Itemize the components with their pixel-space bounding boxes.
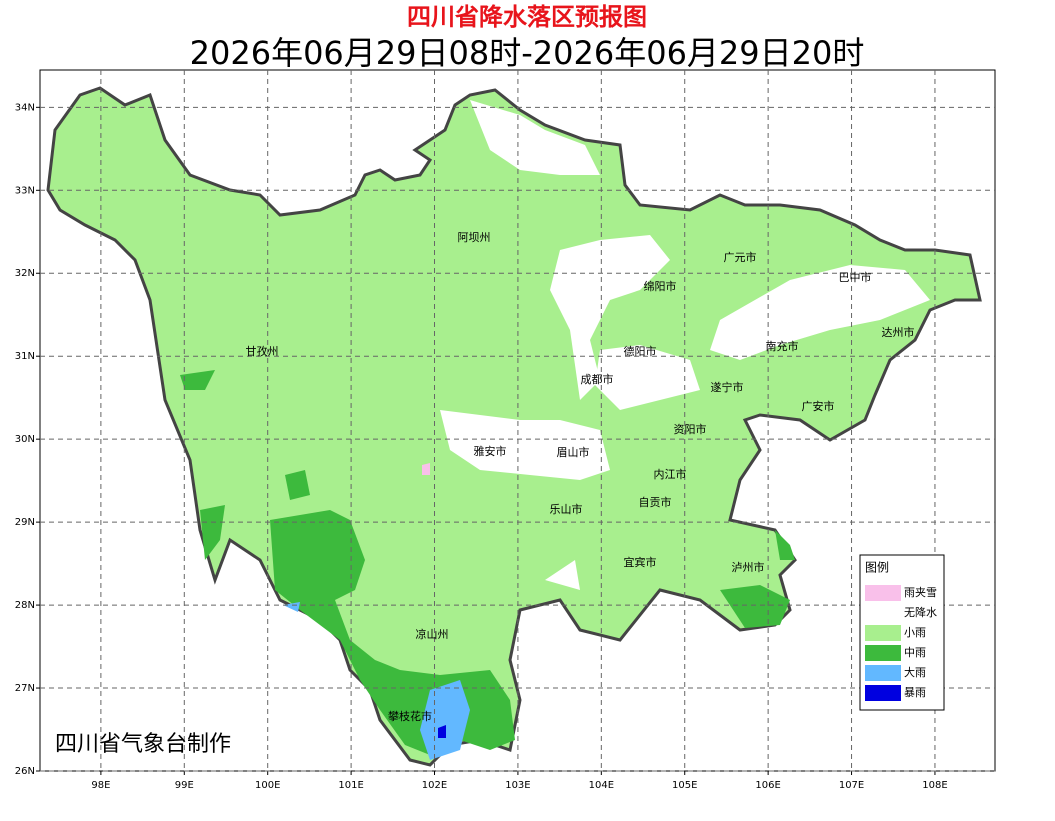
x-tick-label: 105E xyxy=(672,780,697,791)
precip-areas xyxy=(46,86,982,767)
no-rain-areas xyxy=(440,100,930,590)
place-label: 内江市 xyxy=(654,467,687,481)
place-label: 凉山州 xyxy=(416,627,449,641)
place-label: 资阳市 xyxy=(674,422,707,436)
place-label: 达州市 xyxy=(882,325,915,339)
place-label: 阿坝州 xyxy=(458,230,491,244)
place-label: 眉山市 xyxy=(557,445,590,459)
y-tick-label: 27N xyxy=(15,683,35,694)
x-tick-label: 100E xyxy=(255,780,280,791)
x-tick-label: 103E xyxy=(505,780,530,791)
legend-swatch xyxy=(865,625,901,641)
legend-label: 雨夹雪 xyxy=(904,586,937,599)
place-label: 宜宾市 xyxy=(624,555,657,569)
place-label: 德阳市 xyxy=(624,344,657,358)
y-tick-label: 26N xyxy=(15,766,35,777)
y-tick-label: 32N xyxy=(15,268,35,279)
legend-swatch xyxy=(865,605,901,621)
place-label: 泸州市 xyxy=(732,560,765,574)
title: 四川省降水落区预报图 xyxy=(407,3,647,31)
place-label: 自贡市 xyxy=(639,495,672,509)
heavy-rain-area xyxy=(420,680,470,760)
place-label: 巴中市 xyxy=(839,270,872,284)
x-tick-label: 101E xyxy=(338,780,363,791)
place-label: 广元市 xyxy=(724,250,757,264)
heavy-rain-area xyxy=(283,602,300,612)
place-label: 雅安市 xyxy=(474,444,507,458)
subtitle: 2026年06月29日08时-2026年06月29日20时 xyxy=(190,34,865,72)
x-tick-label: 104E xyxy=(589,780,614,791)
place-label: 遂宁市 xyxy=(711,380,744,394)
place-label: 成都市 xyxy=(581,372,614,386)
place-label: 甘孜州 xyxy=(246,344,279,358)
legend-label: 无降水 xyxy=(904,605,937,619)
rainstorm-area xyxy=(438,725,446,738)
y-tick-label: 30N xyxy=(15,434,35,445)
legend-swatch xyxy=(865,585,901,601)
x-tick-label: 99E xyxy=(175,780,194,791)
x-tick-label: 106E xyxy=(755,780,780,791)
y-tick-label: 33N xyxy=(15,185,35,196)
place-label: 南充市 xyxy=(766,339,799,353)
legend-label: 中雨 xyxy=(904,646,926,659)
legend-swatch xyxy=(865,665,901,681)
x-tick-label: 108E xyxy=(922,780,947,791)
credit: 四川省气象台制作 xyxy=(55,732,231,757)
legend-label: 大雨 xyxy=(904,665,926,679)
legend-swatch xyxy=(865,645,901,661)
place-label: 攀枝花市 xyxy=(388,709,432,723)
y-tick-label: 29N xyxy=(15,517,35,528)
sleet-area xyxy=(422,463,430,475)
legend-label: 小雨 xyxy=(904,626,926,639)
x-tick-label: 107E xyxy=(839,780,864,791)
legend-title: 图例 xyxy=(865,561,889,575)
y-tick-label: 31N xyxy=(15,351,35,362)
x-tick-label: 102E xyxy=(422,780,447,791)
legend-swatch xyxy=(865,685,901,701)
x-tick-label: 98E xyxy=(91,780,110,791)
legend-label: 暴雨 xyxy=(904,686,926,699)
y-tick-label: 34N xyxy=(15,102,35,113)
place-label: 广安市 xyxy=(802,399,835,413)
place-label: 乐山市 xyxy=(550,502,583,516)
y-tick-label: 28N xyxy=(15,600,35,611)
place-label: 绵阳市 xyxy=(644,279,677,293)
